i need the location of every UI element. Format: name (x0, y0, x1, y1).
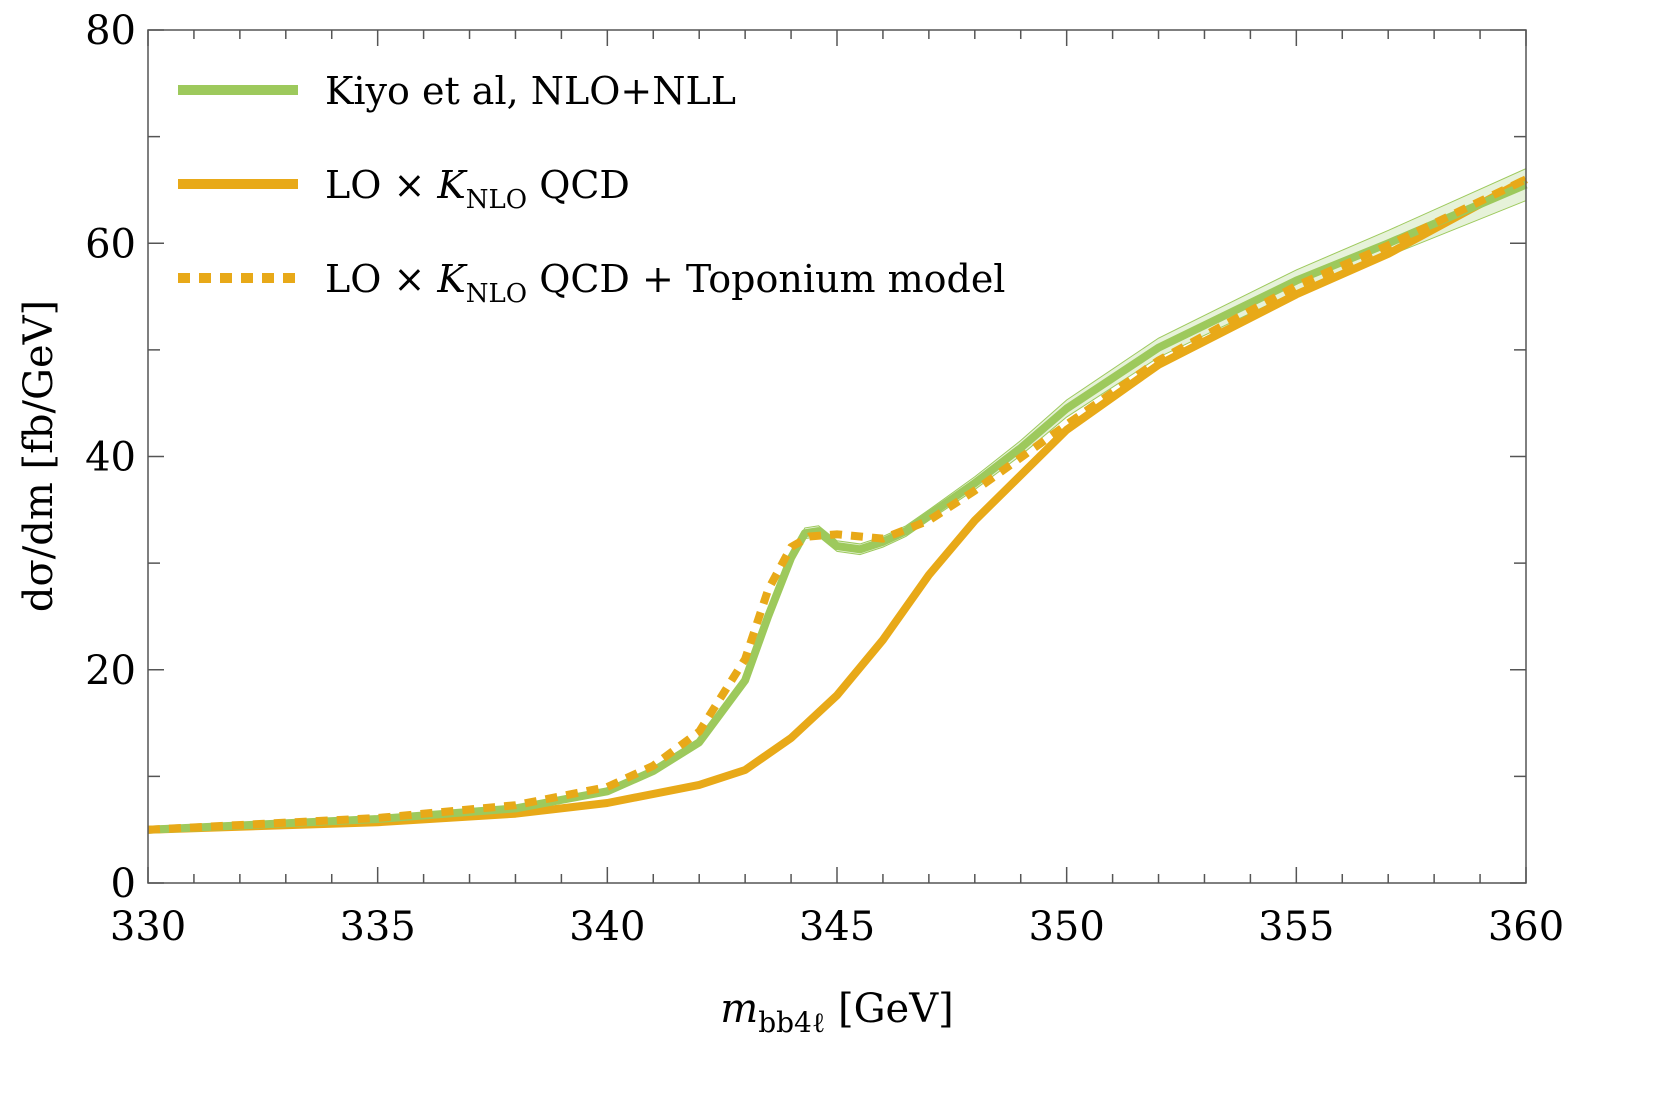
x-tick-label: 340 (569, 904, 645, 950)
y-tick-label: 60 (85, 221, 136, 267)
y-axis-label: dσ/dm [fb/GeV] (16, 300, 62, 612)
x-axis-label: mbb4ℓ [GeV] (720, 986, 953, 1039)
legend: Kiyo et al, NLO+NLL LO × KNLO QCD LO × K… (178, 69, 1005, 309)
y-tick-label: 40 (85, 435, 136, 481)
legend-label-toponium: LO × KNLO QCD + Toponium model (325, 257, 1005, 309)
y-tick-label: 80 (85, 8, 136, 54)
x-tick-label: 335 (339, 904, 415, 950)
plot-frame (147, 29, 1527, 884)
series-line-0 (147, 180, 1528, 834)
y-tick-label: 20 (85, 648, 136, 694)
x-tick-label: 360 (1488, 904, 1564, 950)
y-tick-label: 0 (111, 861, 136, 907)
axis-ticks: 330 335 340 345 350 355 360 0 20 40 60 80 (85, 8, 1564, 950)
x-tick-label: 350 (1028, 904, 1104, 950)
x-tick-label: 330 (110, 904, 186, 950)
series-line-1 (147, 175, 1528, 834)
legend-label-lo-knlo: LO × KNLO QCD (325, 163, 630, 215)
series-line-2 (147, 175, 1528, 834)
plot-area (147, 167, 1528, 834)
x-tick-label: 345 (799, 904, 875, 950)
legend-label-kiyo: Kiyo et al, NLO+NLL (325, 69, 736, 113)
x-tick-label: 355 (1258, 904, 1334, 950)
